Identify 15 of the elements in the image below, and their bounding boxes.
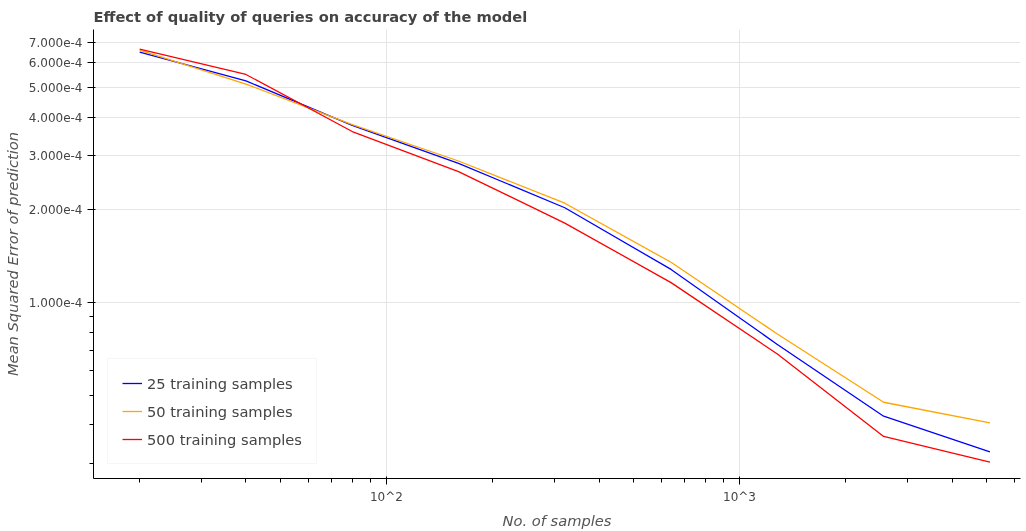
x-axis-title: No. of samples [502,511,612,529]
x-tick-label: 10^2 [369,489,403,504]
chart-title: Effect of quality of queries on accuracy of the model [93,7,528,25]
y-tick-label: 7.000e-4 [28,35,83,50]
legend-label: 500 training samples [147,430,302,448]
x-tick-label: 10^3 [723,489,756,504]
y-tick-label: 1.000e-4 [28,295,83,310]
y-tick-label: 5.000e-4 [28,80,83,95]
y-tick-label: 2.000e-4 [28,203,83,218]
legend-label: 50 training samples [147,402,293,420]
y-tick-label: 6.000e-4 [28,56,83,71]
y-axis-title: Mean Squared Error of prediction [3,131,21,377]
y-tick-label: 3.000e-4 [28,149,83,164]
y-tick-label: 4.000e-4 [28,110,83,125]
legend-label: 25 training samples [147,374,293,392]
